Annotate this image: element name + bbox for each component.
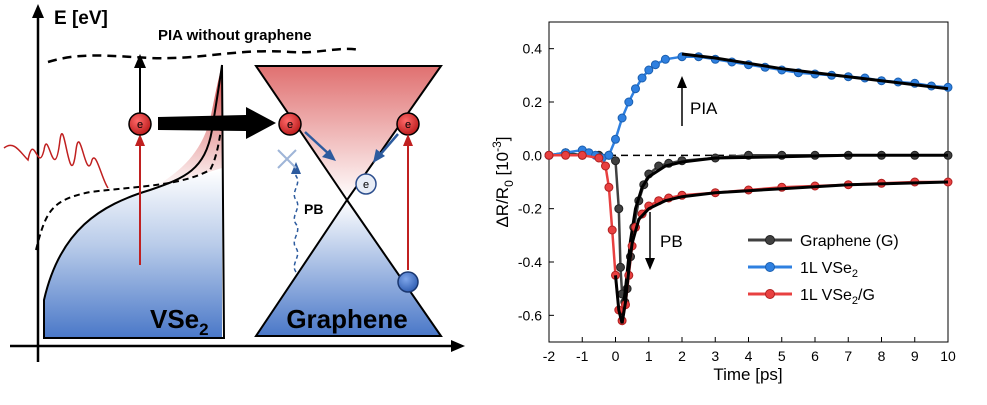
vse2-electron <box>128 112 152 136</box>
legend-entry-vse2: 1L VSe2 <box>748 260 858 280</box>
series-vse2 <box>544 52 953 163</box>
pia-annotation: PIA <box>690 99 718 118</box>
energy-axis-arrowhead <box>32 4 44 18</box>
legend-entry-graphene: Graphene (G) <box>748 233 899 250</box>
series-line-vse2 <box>548 55 949 160</box>
x-tick-label: 2 <box>678 348 686 364</box>
x-tick-label: 4 <box>745 348 753 364</box>
series-vse2_g <box>544 150 953 326</box>
x-tick-label: -1 <box>576 348 589 364</box>
pb-blocked-cross <box>277 149 297 169</box>
data-point-vse2_g <box>544 150 554 160</box>
data-point-vse2 <box>604 150 614 160</box>
x-tick-label: 5 <box>778 348 786 364</box>
x-tick-label: 1 <box>645 348 653 364</box>
data-point-vse2_g <box>577 150 587 160</box>
data-point-vse2 <box>637 73 647 83</box>
data-point-graphene <box>614 204 624 214</box>
chart: -2 -1 0 1 2 3 4 5 6 7 8 9 10 -0.6 -0.4 -0.2 0.0 0.2 0.4 T… <box>490 21 956 384</box>
data-point-vse2_g <box>601 161 610 171</box>
graphene-excitation-arrowhead <box>403 134 413 146</box>
y-tick-label: -0.6 <box>518 307 542 323</box>
relax-arrow-left <box>304 131 331 156</box>
data-point-vse2 <box>660 54 670 64</box>
y-ticks: -0.6 -0.4 -0.2 0.0 0.2 0.4 <box>518 41 554 323</box>
graphene-lower-cone <box>254 198 443 337</box>
graphene-transferred-electron <box>278 112 302 136</box>
pb-annotation: PB <box>660 232 683 251</box>
graphene-transferred-electron-symbol: e <box>287 119 293 131</box>
y-tick-label: -0.2 <box>518 201 542 217</box>
energy-axis-label: E [eV] <box>54 8 108 29</box>
graphene-upper-cone <box>254 65 443 202</box>
pia-arrowhead <box>134 54 146 68</box>
graphene-excited-electron-symbol: e <box>405 119 411 131</box>
y-tick-label: -0.4 <box>518 254 542 270</box>
legend: Graphene (G) 1L VSe2 1L VSe2/G <box>748 233 899 307</box>
x-tick-label: 7 <box>844 348 852 364</box>
graphene-lower-cone-fill <box>256 200 441 336</box>
x-axis-arrowhead <box>451 340 465 352</box>
legend-entry-vse2-g: 1L VSe2/G <box>748 287 875 307</box>
fit-line-vse2 <box>681 52 949 91</box>
pump-pulse <box>3 132 109 189</box>
y-tick-label: 0.0 <box>523 147 543 163</box>
y-tick-label: 0.4 <box>523 41 543 57</box>
graphene-hole <box>397 271 419 293</box>
data-point-vse2_g <box>607 225 617 235</box>
pb-label-diagram: PB <box>304 201 323 217</box>
graphene-label: Graphene <box>286 304 407 334</box>
y-axis-label: ΔR/R0 [10-3] <box>490 136 516 227</box>
vse2-dos-outline <box>43 64 226 339</box>
x-tick-label: 9 <box>911 348 919 364</box>
relax-arrow-right-head <box>373 149 385 163</box>
vse2-label: VSe2 <box>150 304 209 339</box>
vse2-electron-symbol: e <box>137 119 143 131</box>
data-point-vse2 <box>611 134 620 144</box>
pb-annotation-arrowhead <box>645 258 655 270</box>
x-tick-label: 6 <box>811 348 819 364</box>
fit-line-vse2_g <box>614 180 949 324</box>
x-tick-label: -2 <box>543 348 556 364</box>
vse2-dos-blue <box>44 170 222 338</box>
data-point-vse2 <box>624 97 634 107</box>
vse2-excitation-arrowhead <box>135 134 145 146</box>
relax-arrow-left-head <box>322 149 336 161</box>
legend-label-vse2: 1L VSe2 <box>800 260 858 280</box>
data-point-vse2 <box>617 113 627 123</box>
data-point-vse2_g <box>561 150 571 160</box>
legend-label-vse2-g: 1L VSe2/G <box>800 287 875 307</box>
legend-label-graphene: Graphene (G) <box>800 233 899 250</box>
data-point-graphene <box>616 262 625 272</box>
data-point-vse2 <box>631 84 640 94</box>
pia-without-graphene-label: PIA without graphene <box>158 27 312 44</box>
band-diagram: E [eV] PIA without graphene VSe2 e Graph… <box>3 4 465 362</box>
graphene-upper-cone-fill <box>256 66 441 200</box>
x-tick-label: 3 <box>711 348 719 364</box>
data-point-vse2_g <box>594 153 604 163</box>
x-tick-label: 8 <box>878 348 886 364</box>
series <box>544 52 953 326</box>
graphene-relaxed-electron-symbol: e <box>363 179 369 191</box>
y-tick-label: 0.2 <box>523 94 543 110</box>
pb-wavy-dashed <box>293 170 299 273</box>
data-point-vse2 <box>644 65 654 75</box>
data-point-vse2 <box>650 60 660 70</box>
data-point-vse2_g <box>604 182 614 192</box>
vse2-occupation-dashed <box>35 119 223 251</box>
pia-annotation-arrowhead <box>677 76 687 88</box>
vse2-dos-red <box>150 65 222 190</box>
x-ticks: -2 -1 0 1 2 3 4 5 6 7 8 9 10 <box>543 337 956 364</box>
data-point-graphene <box>611 156 620 166</box>
graphene-relaxed-electron <box>355 173 377 195</box>
relax-arrow-right <box>378 133 399 157</box>
charge-transfer-arrow <box>158 107 276 139</box>
pia-level-dashed <box>47 47 361 64</box>
x-tick-label: 0 <box>612 348 620 364</box>
x-tick-label: 10 <box>940 348 956 364</box>
x-axis-label: Time [ps] <box>713 365 782 384</box>
